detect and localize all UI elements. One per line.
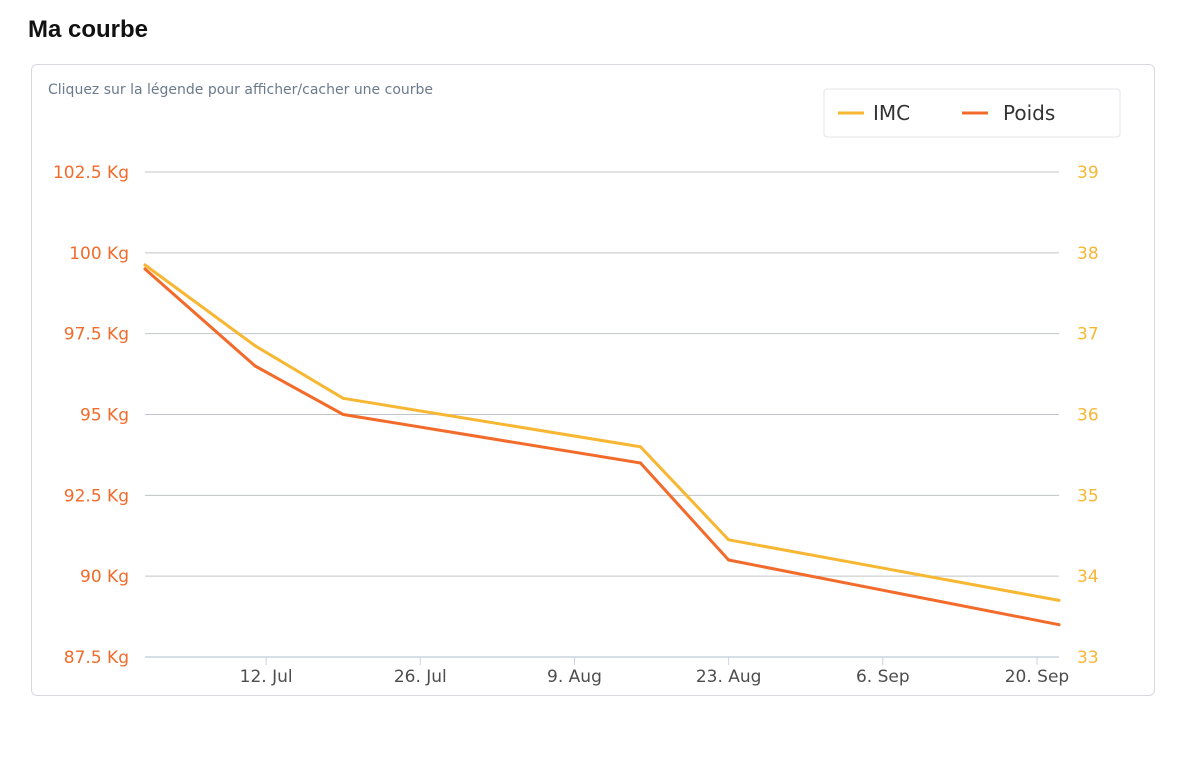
y-right-tick-label: 36: [1077, 406, 1099, 426]
data-point-poids: [341, 413, 345, 416]
data-point-imc: [143, 263, 147, 267]
y-right-tick-label: 33: [1077, 648, 1099, 668]
chart-card: Cliquez sur la légende pour afficher/cac…: [31, 64, 1155, 696]
y-right-tick-label: 35: [1077, 486, 1099, 506]
data-point-poids: [1057, 623, 1061, 627]
x-tick-label: 23. Aug: [696, 667, 762, 687]
series-line-imc: [143, 263, 1061, 602]
legend-item-poids[interactable]: Poids: [962, 101, 1055, 125]
data-point-poids: [143, 267, 147, 271]
y-right-tick-label: 34: [1077, 567, 1099, 587]
data-point-imc: [727, 538, 731, 542]
chart-legend[interactable]: IMC Poids: [823, 88, 1121, 138]
y-left-tick-label: 90 Kg: [80, 567, 129, 587]
left-axis: 87.5 Kg 90 Kg 92.5 Kg 95 Kg 97.5 Kg 100 Kg 102…: [53, 163, 129, 668]
x-tick-label: 12. Jul: [240, 667, 293, 687]
chart-hint: Cliquez sur la légende pour afficher/cac…: [48, 82, 433, 98]
data-point-imc: [639, 445, 643, 449]
x-tick-label: 6. Sep: [856, 667, 910, 687]
legend-item-imc[interactable]: IMC: [838, 101, 910, 125]
line-chart: Cliquez sur la légende pour afficher/cac…: [48, 82, 1121, 687]
y-left-tick-label: 100 Kg: [69, 244, 129, 264]
y-left-tick-label: 92.5 Kg: [64, 486, 129, 506]
data-point-poids: [253, 364, 257, 368]
legend-label-poids: Poids: [1003, 101, 1055, 125]
series-line-poids: [143, 267, 1061, 627]
y-left-tick-label: 87.5 Kg: [64, 648, 129, 668]
x-axis: 12. Jul 26. Jul 9. Aug 23. Aug 6. Sep 20. Sep: [145, 656, 1069, 687]
data-point-poids: [639, 461, 643, 465]
data-point-poids: [727, 558, 731, 562]
y-left-tick-label: 95 Kg: [80, 406, 129, 426]
y-right-tick-label: 37: [1077, 325, 1099, 345]
data-point-imc: [1057, 598, 1061, 602]
series-layer: [143, 263, 1061, 627]
y-left-tick-label: 97.5 Kg: [64, 325, 129, 345]
x-tick-label: 26. Jul: [394, 667, 447, 687]
data-point-imc: [341, 396, 345, 400]
x-tick-label: 20. Sep: [1005, 667, 1069, 687]
grid-lines: [145, 171, 1059, 577]
data-point-imc: [253, 344, 257, 348]
right-axis: 33 34 35 36 37 38 39: [1077, 163, 1099, 668]
x-tick-label: 9. Aug: [547, 667, 602, 687]
page-title: Ma courbe: [28, 16, 149, 43]
legend-label-imc: IMC: [873, 101, 910, 125]
y-right-tick-label: 38: [1077, 244, 1099, 264]
y-left-tick-label: 102.5 Kg: [53, 163, 129, 183]
y-right-tick-label: 39: [1077, 163, 1099, 183]
